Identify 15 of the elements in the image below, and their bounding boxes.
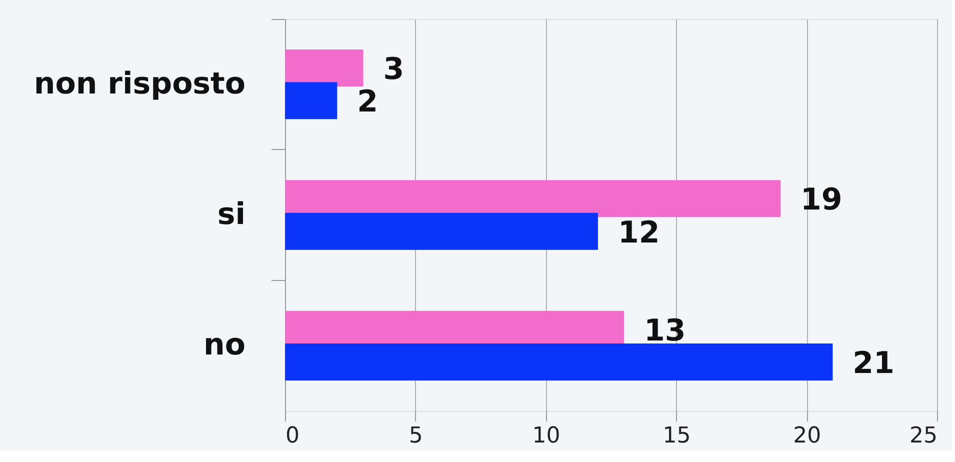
data-label: 2 xyxy=(357,84,378,120)
y-tick-label: non risposto xyxy=(34,66,246,102)
data-label: 12 xyxy=(618,215,660,250)
y-tick-label: no xyxy=(204,328,246,363)
data-label: 19 xyxy=(800,182,842,218)
y-tick-label: si xyxy=(217,197,246,232)
x-tick-label: 15 xyxy=(662,424,691,448)
x-tick-label: 25 xyxy=(910,424,938,448)
data-label: 21 xyxy=(852,346,894,381)
x-tick-label: 5 xyxy=(408,424,423,448)
x-tick-label: 10 xyxy=(532,424,560,448)
data-label: 3 xyxy=(383,52,404,87)
x-tick-label: 0 xyxy=(286,424,300,448)
x-tick-label: 20 xyxy=(793,424,822,448)
data-label: 13 xyxy=(644,313,686,348)
